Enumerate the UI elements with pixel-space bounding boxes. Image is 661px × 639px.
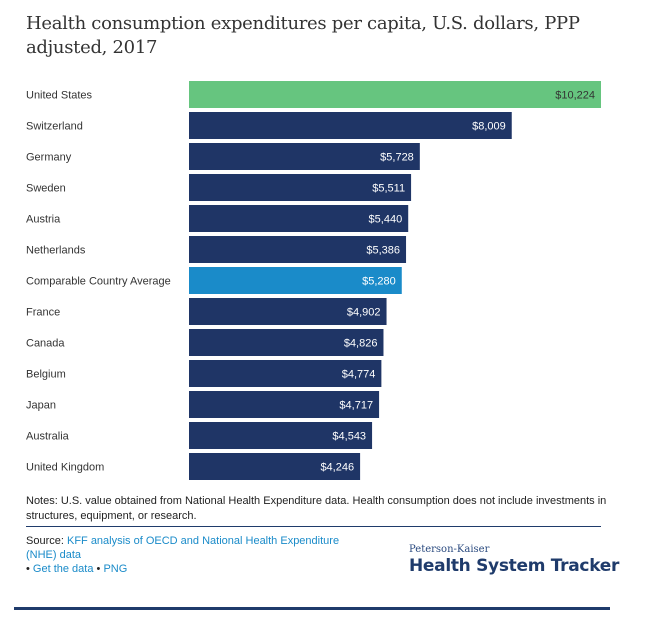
bar-row: United States $10,224 — [26, 81, 601, 108]
value-label: $5,728 — [380, 152, 414, 164]
bar-row: Netherlands $5,386 — [26, 236, 407, 263]
category-label: France — [26, 307, 60, 319]
value-label: $4,543 — [332, 431, 366, 443]
bar — [189, 143, 420, 170]
category-label: Japan — [26, 400, 56, 412]
bar — [189, 205, 409, 232]
bar — [189, 391, 380, 418]
source-block: Source: KFF analysis of OECD and Nationa… — [26, 534, 366, 576]
peterson-kaiser-logo: Peterson-Kaiser Health System Tracker — [409, 544, 619, 576]
category-label: Belgium — [26, 369, 66, 381]
bar-row: France $4,902 — [26, 298, 387, 325]
bar — [189, 298, 387, 325]
category-label: Sweden — [26, 183, 66, 195]
value-label: $4,902 — [347, 307, 381, 319]
value-label: $5,386 — [366, 245, 400, 257]
source-label: Source: — [26, 535, 64, 547]
bar — [189, 329, 384, 356]
chart-title: Health consumption expenditures per capi… — [26, 13, 580, 58]
divider — [26, 526, 601, 527]
bar — [189, 112, 512, 139]
source-link[interactable]: KFF analysis of OECD and National Health… — [26, 535, 340, 561]
bar — [189, 81, 601, 108]
bar-row: Austria $5,440 — [26, 205, 409, 232]
value-label: $5,440 — [369, 214, 403, 226]
bottom-divider — [14, 607, 610, 610]
bar — [189, 360, 382, 387]
bar-row: Sweden $5,511 — [26, 174, 412, 201]
bullet: • — [26, 563, 30, 575]
bar-row: Canada $4,826 — [26, 329, 384, 356]
value-label: $4,246 — [320, 462, 354, 474]
chart-notes: Notes: U.S. value obtained from National… — [26, 495, 607, 522]
bar-row: Belgium $4,774 — [26, 360, 382, 387]
bar-chart: United States $10,224 Switzerland $8,009 Ger… — [26, 81, 601, 480]
value-label: $8,009 — [472, 121, 506, 133]
category-label: Austria — [26, 214, 61, 226]
value-label: $5,280 — [362, 276, 396, 288]
value-label: $4,717 — [339, 400, 373, 412]
logo-subtitle: Peterson-Kaiser — [409, 544, 490, 555]
value-label: $4,774 — [342, 369, 376, 381]
category-label: Switzerland — [26, 121, 83, 133]
category-label: United States — [26, 90, 93, 102]
value-label: $5,511 — [372, 183, 405, 195]
bar-row: Switzerland $8,009 — [26, 112, 512, 139]
logo-title: Health System Tracker — [409, 556, 620, 576]
bar-row: United Kingdom $4,246 — [26, 453, 361, 480]
bar — [189, 422, 373, 449]
bar-row: Germany $5,728 — [26, 143, 420, 170]
value-label: $4,826 — [344, 338, 378, 350]
bar — [189, 236, 407, 263]
category-label: Comparable Country Average — [26, 276, 171, 288]
bar-row: Comparable Country Average $5,280 — [26, 267, 402, 294]
category-label: Canada — [26, 338, 65, 350]
bullet: • — [96, 563, 101, 575]
bar — [189, 453, 361, 480]
png-link[interactable]: PNG — [103, 563, 128, 575]
value-label: $10,224 — [555, 90, 595, 102]
category-label: Germany — [26, 152, 72, 164]
bar — [189, 174, 412, 201]
category-label: United Kingdom — [26, 462, 104, 474]
bar-row: Japan $4,717 — [26, 391, 380, 418]
get-the-data-link[interactable]: Get the data — [32, 563, 94, 575]
category-label: Netherlands — [26, 245, 86, 257]
bar — [189, 267, 402, 294]
bar-row: Australia $4,543 — [26, 422, 373, 449]
category-label: Australia — [26, 431, 70, 443]
